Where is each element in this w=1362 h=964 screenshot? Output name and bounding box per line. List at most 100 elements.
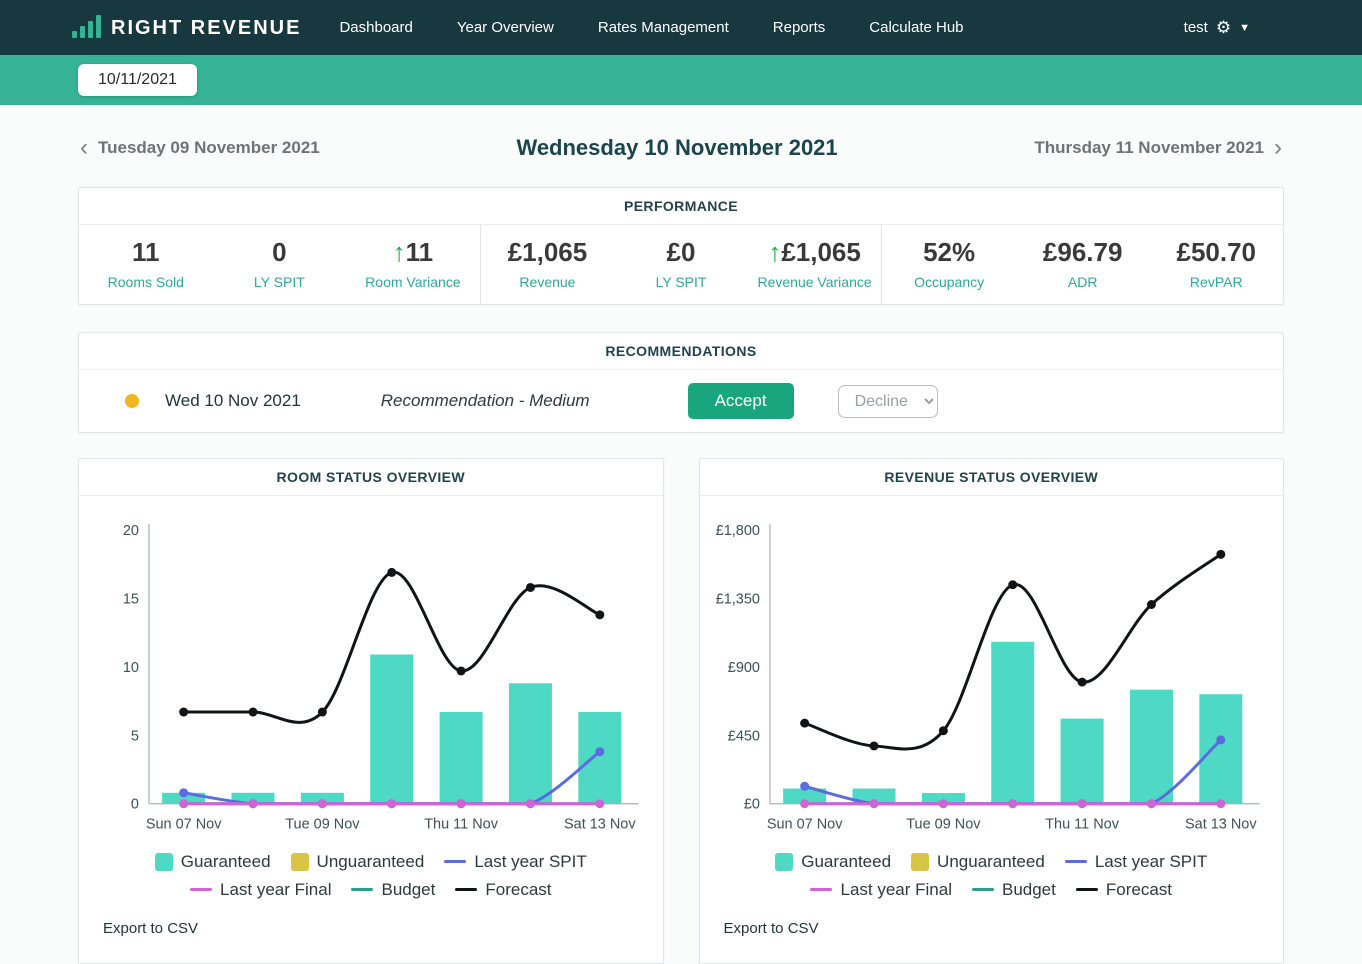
legend-label: Budget (1002, 880, 1056, 900)
svg-text:Tue 09 Nov: Tue 09 Nov (906, 817, 981, 833)
legend-item-budget[interactable]: Budget (972, 880, 1056, 900)
brand-logo[interactable]: RIGHT REVENUE (72, 16, 301, 40)
recommendations-panel-title: RECOMMENDATIONS (79, 333, 1283, 370)
legend-label: Last year SPIT (1095, 852, 1207, 872)
performance-group-rooms: 11 Rooms Sold 0 LY SPIT ↑11 Room Varianc… (79, 225, 480, 304)
nav-item-reports[interactable]: Reports (773, 19, 826, 36)
arrow-up-icon: ↑ (768, 237, 781, 267)
stat-occupancy: 52% Occupancy (882, 237, 1016, 290)
legend-item-last-year-spit[interactable]: Last year SPIT (444, 852, 586, 872)
next-day-label: Thursday 11 November 2021 (1034, 138, 1264, 158)
legend-swatch-icon (775, 853, 793, 871)
legend-label: Last year Final (840, 880, 952, 900)
legend-item-guaranteed[interactable]: Guaranteed (775, 852, 891, 872)
chevron-down-icon: ▼ (1239, 22, 1250, 34)
room-status-chart: 05101520Sun 07 NovTue 09 NovThu 11 NovSa… (79, 496, 663, 850)
prev-day-button[interactable]: ‹ Tuesday 09 November 2021 (80, 136, 320, 160)
legend-item-guaranteed[interactable]: Guaranteed (155, 852, 271, 872)
stat-revenue: £1,065 Revenue (481, 237, 615, 290)
stat-rooms-sold: 11 Rooms Sold (79, 237, 213, 290)
revenue-status-legend: Guaranteed Unguaranteed Last year SPIT Last… (756, 852, 1226, 900)
top-nav-bar: RIGHT REVENUE Dashboard Year Overview Ra… (0, 0, 1362, 55)
legend-label: Unguaranteed (937, 852, 1045, 872)
legend-swatch-icon (972, 888, 994, 892)
nav-item-dashboard[interactable]: Dashboard (339, 19, 412, 36)
legend-swatch-icon (155, 853, 173, 871)
svg-text:0: 0 (131, 797, 139, 813)
legend-item-unguaranteed[interactable]: Unguaranteed (911, 852, 1045, 872)
charts-row: ROOM STATUS OVERVIEW 0 5 10 15 20 Sun 07 Nov T… (78, 458, 1284, 964)
export-csv-link[interactable]: Export to CSV (700, 900, 843, 963)
stat-revenue-variance: ↑£1,065 Revenue Variance (748, 237, 882, 290)
legend-label: Forecast (485, 880, 551, 900)
performance-panel-title: PERFORMANCE (79, 188, 1283, 225)
legend-label: Unguaranteed (317, 852, 425, 872)
svg-text:5: 5 (131, 728, 139, 744)
nav-item-calculate-hub[interactable]: Calculate Hub (869, 19, 963, 36)
legend-item-last-year-spit[interactable]: Last year SPIT (1065, 852, 1207, 872)
legend-label: Last year SPIT (474, 852, 586, 872)
date-picker-chip[interactable]: 10/11/2021 (78, 64, 197, 96)
legend-swatch-icon (1076, 888, 1098, 892)
legend-item-budget[interactable]: Budget (351, 880, 435, 900)
main-nav: Dashboard Year Overview Rates Management… (339, 19, 1183, 36)
svg-text:10: 10 (123, 660, 139, 676)
legend-swatch-icon (1065, 860, 1087, 864)
recommendations-panel: RECOMMENDATIONS Wed 10 Nov 2021 Recommen… (78, 332, 1284, 433)
legend-item-forecast[interactable]: Forecast (455, 880, 551, 900)
svg-text:£0: £0 (743, 797, 759, 813)
chevron-right-icon: › (1274, 136, 1282, 160)
room-status-title: ROOM STATUS OVERVIEW (79, 459, 663, 496)
legend-swatch-icon (444, 860, 466, 864)
svg-text:Sun 07 Nov: Sun 07 Nov (146, 817, 222, 833)
date-strip: 10/11/2021 (0, 55, 1362, 105)
stat-adr: £96.79 ADR (1016, 237, 1150, 290)
legend-swatch-icon (291, 853, 309, 871)
status-dot-icon (125, 394, 139, 408)
next-day-button[interactable]: Thursday 11 November 2021 › (1034, 136, 1282, 160)
performance-group-revenue: £1,065 Revenue £0 LY SPIT ↑£1,065 Revenu… (480, 225, 882, 304)
svg-text:£1,350: £1,350 (715, 591, 759, 607)
legend-swatch-icon (810, 888, 832, 892)
decline-select[interactable]: Decline (838, 385, 938, 418)
performance-group-kpis: 52% Occupancy £96.79 ADR £50.70 RevPAR (881, 225, 1283, 304)
arrow-up-icon: ↑ (393, 237, 406, 267)
stat-ly-spit-rooms: 0 LY SPIT (213, 237, 347, 290)
svg-text:15: 15 (123, 591, 139, 607)
stat-room-variance: ↑11 Room Variance (346, 237, 480, 290)
svg-text:£450: £450 (727, 728, 759, 744)
revenue-status-title: REVENUE STATUS OVERVIEW (700, 459, 1284, 496)
gear-icon: ⚙ (1216, 19, 1231, 36)
performance-panel: PERFORMANCE 11 Rooms Sold 0 LY SPIT ↑11 … (78, 187, 1284, 305)
legend-swatch-icon (455, 888, 477, 892)
legend-item-unguaranteed[interactable]: Unguaranteed (291, 852, 425, 872)
brand-name: RIGHT REVENUE (111, 17, 301, 40)
room-status-legend: Guaranteed Unguaranteed Last year SPIT Last… (136, 852, 606, 900)
recommendation-text: Recommendation - Medium (381, 391, 590, 411)
legend-item-last-year-final[interactable]: Last year Final (190, 880, 332, 900)
performance-stats-row: 11 Rooms Sold 0 LY SPIT ↑11 Room Varianc… (79, 225, 1283, 304)
revenue-status-chart: £0£450£900£1,350£1,800Sun 07 NovTue 09 N… (700, 496, 1284, 850)
nav-item-year-overview[interactable]: Year Overview (457, 19, 554, 36)
nav-item-rates-management[interactable]: Rates Management (598, 19, 729, 36)
current-day-title: Wednesday 10 November 2021 (516, 135, 837, 161)
revenue-status-card: REVENUE STATUS OVERVIEW £0£450£900£1,350… (699, 458, 1285, 964)
legend-item-forecast[interactable]: Forecast (1076, 880, 1172, 900)
legend-swatch-icon (351, 888, 373, 892)
user-menu[interactable]: test ⚙ ▼ (1184, 19, 1250, 36)
revenue-status-plot: £0£450£900£1,350£1,800Sun 07 NovTue 09 N… (712, 514, 1272, 850)
legend-item-last-year-final[interactable]: Last year Final (810, 880, 952, 900)
room-status-plot: 05101520Sun 07 NovTue 09 NovThu 11 NovSa… (91, 514, 651, 850)
svg-text:£1,800: £1,800 (715, 523, 759, 539)
svg-text:Tue 09 Nov: Tue 09 Nov (285, 817, 360, 833)
recommendation-date: Wed 10 Nov 2021 (165, 391, 301, 411)
accept-button[interactable]: Accept (688, 383, 794, 419)
export-csv-link[interactable]: Export to CSV (79, 900, 222, 963)
chevron-left-icon: ‹ (80, 136, 88, 160)
svg-text:20: 20 (123, 523, 139, 539)
user-name: test (1184, 19, 1208, 36)
date-navigation: ‹ Tuesday 09 November 2021 Wednesday 10 … (78, 105, 1284, 187)
legend-label: Budget (381, 880, 435, 900)
prev-day-label: Tuesday 09 November 2021 (98, 138, 320, 158)
legend-label: Forecast (1106, 880, 1172, 900)
